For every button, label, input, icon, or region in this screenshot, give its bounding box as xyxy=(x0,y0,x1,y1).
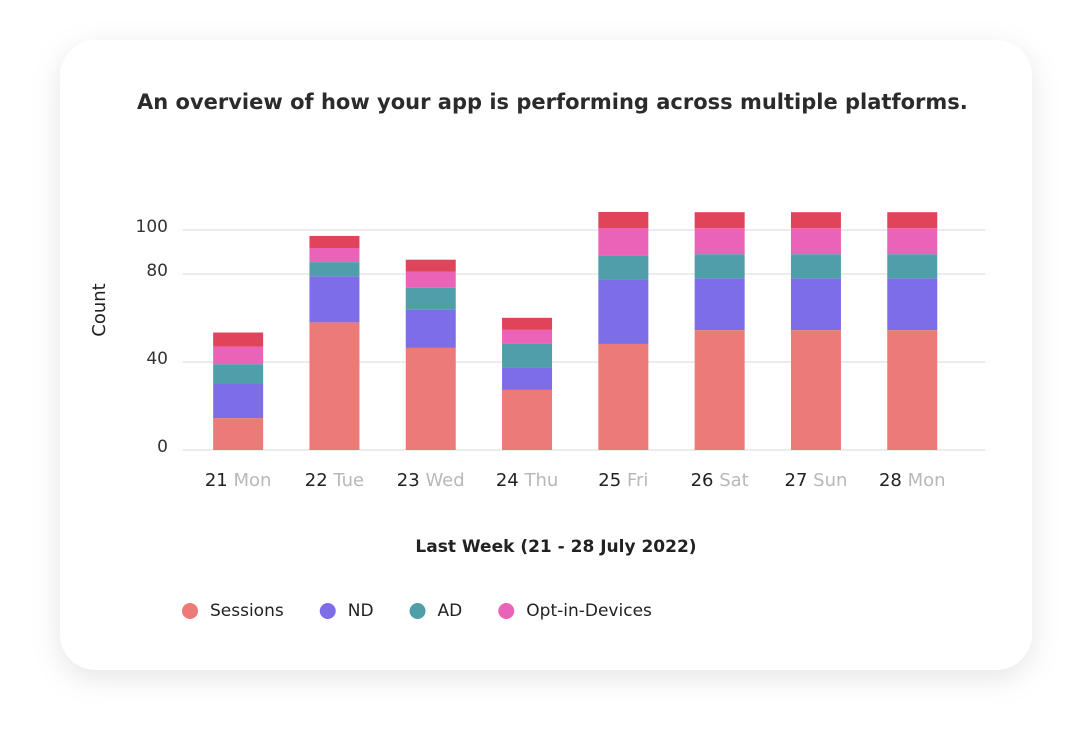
bar-segment xyxy=(502,343,553,368)
bar-segment xyxy=(790,254,841,279)
legend-marker xyxy=(182,603,198,619)
bar-segment xyxy=(598,228,649,256)
bar-segment xyxy=(887,278,938,331)
legend-label: Sessions xyxy=(210,601,284,621)
x-tick-weekday: Tue xyxy=(332,470,364,491)
bar-segment xyxy=(502,367,553,390)
bar-segment xyxy=(213,346,264,365)
x-tick-weekday: Fri xyxy=(627,470,648,491)
legend-label: ND xyxy=(348,601,374,621)
bar-segment xyxy=(309,322,360,450)
bar-segment xyxy=(213,364,264,384)
x-tick-weekday: Mon xyxy=(233,470,271,491)
x-tick-day: 24 xyxy=(496,470,519,491)
y-tick-label: 80 xyxy=(146,261,168,281)
legend-marker xyxy=(409,603,426,619)
x-tick-label: 28 Mon xyxy=(879,470,946,491)
bar-segment xyxy=(887,330,938,450)
legend-marker xyxy=(319,603,336,619)
bar-segment xyxy=(694,278,745,331)
x-tick-weekday: Mon xyxy=(908,470,946,491)
bar-segment xyxy=(502,317,553,330)
bar-segment xyxy=(790,228,841,255)
x-tick-label: 24 Thu xyxy=(496,470,558,491)
x-tick-label: 25 Fri xyxy=(598,470,648,491)
legend-marker xyxy=(498,603,515,619)
bar-segment xyxy=(790,330,841,450)
x-tick-day: 27 xyxy=(785,470,808,491)
x-axis-label: Last Week (21 - 28 July 2022) xyxy=(415,537,696,557)
bar-segment xyxy=(887,212,938,229)
x-tick-day: 22 xyxy=(305,470,328,491)
x-tick-day: 26 xyxy=(691,470,714,491)
chart-title: An overview of how your app is performin… xyxy=(137,90,968,114)
y-tick-label: 40 xyxy=(146,349,168,369)
bar-segment xyxy=(694,254,745,279)
bar-segment xyxy=(887,228,938,255)
x-tick-day: 28 xyxy=(879,470,902,491)
x-tick-day: 25 xyxy=(598,470,621,491)
bar-segment xyxy=(694,212,745,229)
bar-segment xyxy=(405,271,456,288)
bar-segment xyxy=(598,279,649,344)
y-tick-label: 100 xyxy=(136,217,168,237)
legend-label: AD xyxy=(438,601,463,621)
bar-segment xyxy=(309,276,360,323)
y-axis-label: Count xyxy=(89,283,110,336)
bar-segment xyxy=(694,228,745,255)
bar-segment xyxy=(309,248,360,263)
x-tick-weekday: Sat xyxy=(719,470,749,491)
bar-segment xyxy=(790,212,841,229)
x-tick-label: 21 Mon xyxy=(205,470,272,491)
bar-segment xyxy=(598,211,649,229)
x-tick-weekday: Wed xyxy=(425,470,464,491)
x-tick-day: 21 xyxy=(205,470,228,491)
bar-segment xyxy=(213,418,264,450)
bar-segment xyxy=(309,235,360,249)
bar-segment xyxy=(213,332,264,347)
bar-segment xyxy=(598,255,649,280)
bar-segment xyxy=(309,262,360,277)
bar-segment xyxy=(694,330,745,450)
bar-segment xyxy=(405,287,456,310)
x-tick-label: 22 Tue xyxy=(305,470,364,491)
bar-segment xyxy=(790,278,841,331)
y-tick-label: 0 xyxy=(157,437,168,457)
bar-segment xyxy=(405,309,456,348)
bar-segment xyxy=(598,343,649,450)
x-tick-label: 27 Sun xyxy=(785,470,848,491)
bar-segment xyxy=(405,347,456,450)
x-tick-weekday: Sun xyxy=(813,470,847,491)
x-tick-label: 26 Sat xyxy=(691,470,749,491)
x-tick-label: 23 Wed xyxy=(397,470,465,491)
x-tick-weekday: Thu xyxy=(523,470,558,491)
bar-segment xyxy=(502,389,553,450)
bar-segment xyxy=(502,329,553,344)
bar-segment xyxy=(405,259,456,272)
x-tick-day: 23 xyxy=(397,470,420,491)
bar-segment xyxy=(887,254,938,279)
legend-label: Opt-in-Devices xyxy=(526,601,652,621)
bar-segment xyxy=(213,384,264,419)
